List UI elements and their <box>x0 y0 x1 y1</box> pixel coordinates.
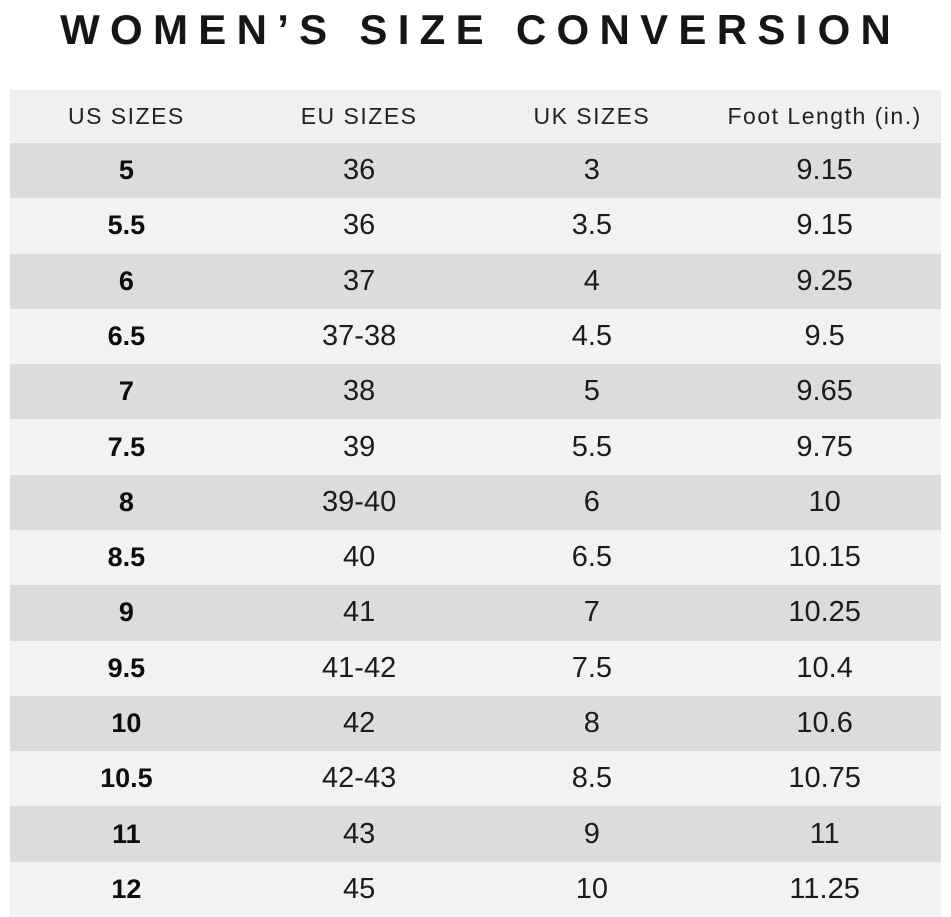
us-size-cell: 7.5 <box>107 431 146 462</box>
uk-size-cell: 9 <box>583 817 600 850</box>
table-row: 7.5 39 5.5 9.75 <box>10 419 941 475</box>
eu-size-cell: 41-42 <box>322 651 397 684</box>
uk-size-cell: 8.5 <box>571 762 613 795</box>
uk-size-cell: 7 <box>583 596 600 629</box>
table-row: 7 38 5 9.65 <box>10 364 941 420</box>
foot-length-cell: 10.15 <box>788 541 861 574</box>
eu-size-cell: 38 <box>342 375 376 408</box>
eu-size-cell: 39 <box>342 430 376 463</box>
foot-length-cell: 10.6 <box>796 706 853 739</box>
size-conversion-table: US SIZES EU SIZES UK SIZES Foot Length (… <box>10 90 941 917</box>
table-row: 5.5 36 3.5 9.15 <box>10 198 941 254</box>
uk-size-cell: 6.5 <box>571 541 613 574</box>
uk-size-cell: 5 <box>583 375 600 408</box>
eu-size-cell: 39-40 <box>322 485 397 518</box>
header-foot-length: Foot Length (in.) <box>727 103 922 129</box>
uk-size-cell: 3 <box>583 154 600 187</box>
foot-length-cell: 9.25 <box>796 264 853 297</box>
foot-length-cell: 9.15 <box>796 209 853 242</box>
us-size-cell: 8.5 <box>107 542 146 573</box>
header-eu-sizes: EU SIZES <box>300 103 418 129</box>
uk-size-cell: 8 <box>583 706 600 739</box>
header-uk-sizes: UK SIZES <box>533 103 651 129</box>
us-size-cell: 8 <box>118 486 134 517</box>
us-size-cell: 6 <box>118 265 134 296</box>
foot-length-cell: 10.4 <box>796 651 853 684</box>
us-size-cell: 6.5 <box>107 320 146 351</box>
table-row: 12 45 10 11.25 <box>10 861 941 917</box>
foot-length-cell: 9.5 <box>804 319 845 352</box>
page-title: WOMEN’S SIZE CONVERSION <box>60 6 902 53</box>
us-size-cell: 10.5 <box>100 763 153 794</box>
us-size-cell: 12 <box>111 873 142 904</box>
uk-size-cell: 3.5 <box>571 209 613 242</box>
eu-size-cell: 42-43 <box>322 762 397 795</box>
eu-size-cell: 45 <box>342 872 376 905</box>
foot-length-cell: 11.25 <box>789 872 860 905</box>
table-row: 10.5 42-43 8.5 10.75 <box>10 751 941 807</box>
foot-length-cell: 9.15 <box>796 154 853 187</box>
eu-size-cell: 41 <box>342 596 376 629</box>
eu-size-cell: 37 <box>342 264 376 297</box>
eu-size-cell: 40 <box>342 541 376 574</box>
table-row: 6 37 4 9.25 <box>10 253 941 309</box>
uk-size-cell: 4 <box>583 264 600 297</box>
table-row: 9 41 7 10.25 <box>10 585 941 641</box>
us-size-cell: 7 <box>118 376 134 407</box>
us-size-cell: 11 <box>112 818 141 849</box>
us-size-cell: 9 <box>118 597 134 628</box>
us-size-cell: 5.5 <box>107 210 146 241</box>
table-row: 8 39-40 6 10 <box>10 474 941 530</box>
foot-length-cell: 11 <box>809 817 840 850</box>
uk-size-cell: 6 <box>583 485 600 518</box>
foot-length-cell: 10.75 <box>788 762 861 795</box>
table-header-row: US SIZES EU SIZES UK SIZES Foot Length (… <box>10 90 941 143</box>
table-row: 10 42 8 10.6 <box>10 695 941 752</box>
foot-length-cell: 9.75 <box>796 430 853 463</box>
table-row: 9.5 41-42 7.5 10.4 <box>10 640 941 696</box>
table-row: 5 36 3 9.15 <box>10 143 941 199</box>
eu-size-cell: 42 <box>342 706 376 739</box>
uk-size-cell: 10 <box>575 872 608 905</box>
eu-size-cell: 36 <box>342 154 376 187</box>
eu-size-cell: 36 <box>342 209 376 242</box>
table-row: 11 43 9 11 <box>10 806 941 862</box>
eu-size-cell: 43 <box>342 817 376 850</box>
us-size-cell: 10 <box>111 707 142 738</box>
uk-size-cell: 5.5 <box>571 430 613 463</box>
us-size-cell: 5 <box>118 155 134 186</box>
uk-size-cell: 7.5 <box>571 651 613 684</box>
table-row: 8.5 40 6.5 10.15 <box>10 529 941 586</box>
eu-size-cell: 37-38 <box>322 319 397 352</box>
us-size-cell: 9.5 <box>107 652 146 683</box>
table-body: 5 36 3 9.15 5.5 36 3.5 9.15 6 37 4 9.25 6.5 37-38 4.5 9… <box>10 143 941 917</box>
foot-length-cell: 10 <box>808 485 841 518</box>
table-row: 6.5 37-38 4.5 9.5 <box>10 308 941 365</box>
foot-length-cell: 10.25 <box>788 596 861 629</box>
header-us-sizes: US SIZES <box>67 103 185 129</box>
foot-length-cell: 9.65 <box>796 375 853 408</box>
uk-size-cell: 4.5 <box>571 319 613 352</box>
